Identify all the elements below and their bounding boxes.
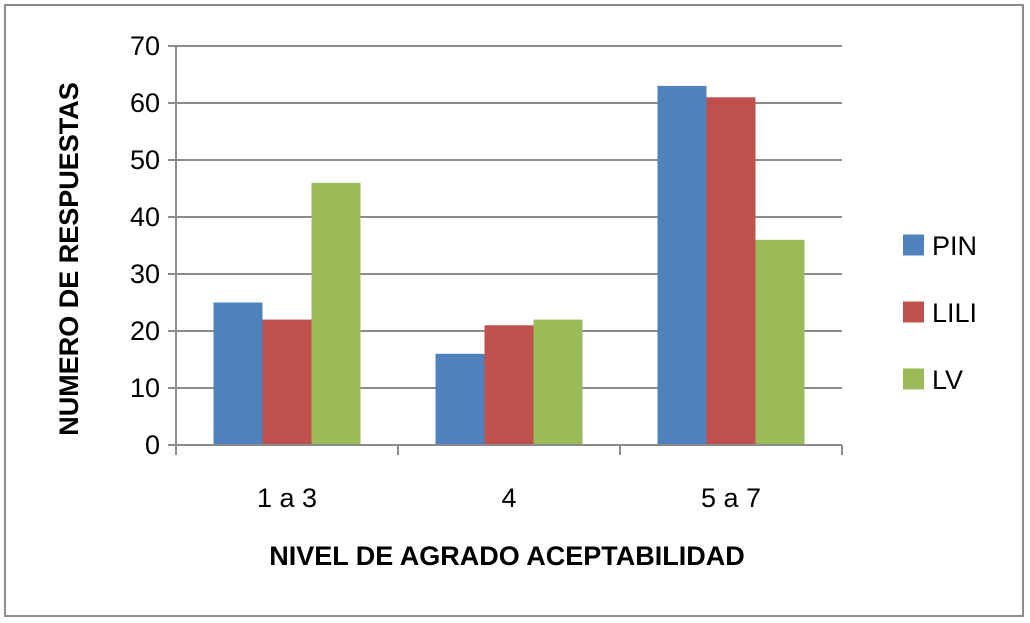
legend-label: PIN [932, 231, 977, 261]
legend-swatch [903, 234, 924, 256]
bar [213, 302, 263, 445]
legend: PIN LILI LV [903, 231, 977, 395]
x-tick-label: 5 a 7 [701, 483, 761, 513]
y-tick-label: 60 [130, 88, 160, 118]
x-tick-label: 1 a 3 [257, 483, 317, 513]
legend-label: LILI [932, 298, 977, 328]
y-tick-label: 30 [130, 259, 160, 289]
y-tick-label: 10 [130, 373, 160, 403]
x-tick-label: 4 [501, 483, 516, 513]
legend-swatch [903, 368, 924, 390]
tick-labels: 0 10 20 30 40 50 60 70 1 a 3 4 5 a 7 [130, 31, 761, 513]
bar [484, 325, 534, 445]
y-tick-label: 50 [130, 145, 160, 175]
chart-frame [4, 4, 1024, 617]
bar [435, 353, 485, 445]
bar [262, 319, 312, 445]
legend-label: LV [932, 365, 963, 395]
y-tick-label: 0 [145, 430, 160, 460]
legend-swatch [903, 301, 924, 323]
bar [706, 97, 756, 446]
bar [755, 239, 805, 445]
bars [213, 85, 805, 446]
bar [311, 182, 361, 446]
y-tick-label: 70 [130, 31, 160, 61]
axes [168, 45, 843, 455]
bar [533, 319, 583, 445]
x-axis-title: NIVEL DE AGRADO ACEPTABILIDAD [269, 541, 745, 571]
y-tick-label: 40 [130, 202, 160, 232]
y-tick-label: 20 [130, 316, 160, 346]
y-axis-title: NUMERO DE RESPUESTAS [54, 82, 84, 436]
bar [657, 85, 707, 446]
